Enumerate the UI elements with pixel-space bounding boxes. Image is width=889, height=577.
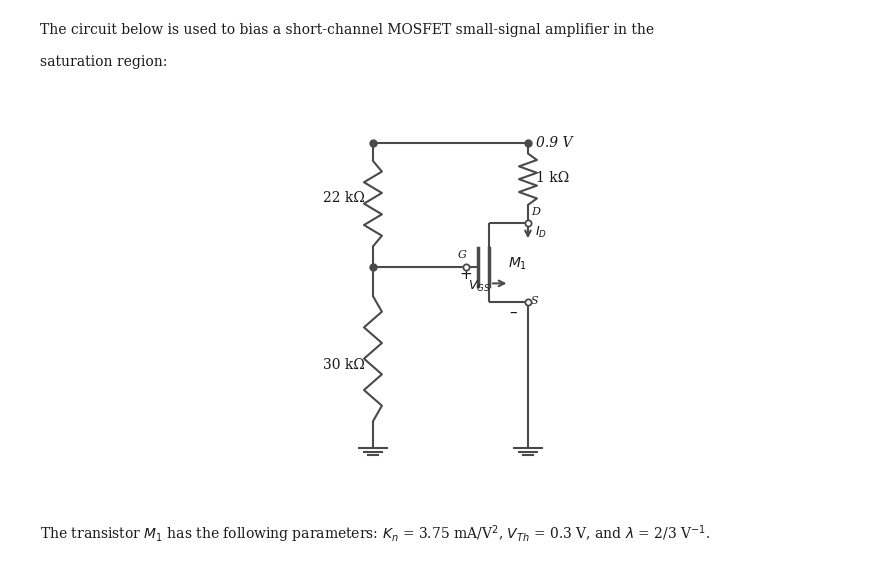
Text: 1 kΩ: 1 kΩ (536, 171, 570, 185)
Text: $I_D$: $I_D$ (535, 225, 547, 240)
Text: S: S (531, 296, 539, 306)
Text: D: D (531, 207, 540, 217)
Text: 30 kΩ: 30 kΩ (323, 358, 364, 372)
Text: –: – (509, 305, 517, 320)
Text: saturation region:: saturation region: (40, 55, 167, 69)
Text: G: G (458, 250, 467, 260)
Text: The transistor $M_1$ has the following parameters: $K_n$ = 3.75 mA/V$^2$, $V_{Th: The transistor $M_1$ has the following p… (40, 524, 710, 545)
Text: $V_{GS}$: $V_{GS}$ (468, 279, 491, 294)
Text: 22 kΩ: 22 kΩ (323, 191, 364, 205)
Text: +: + (459, 268, 472, 283)
Text: 0.9 V: 0.9 V (536, 136, 573, 149)
Text: The circuit below is used to bias a short-channel MOSFET small-signal amplifier : The circuit below is used to bias a shor… (40, 23, 654, 37)
Text: $M_1$: $M_1$ (508, 255, 527, 272)
